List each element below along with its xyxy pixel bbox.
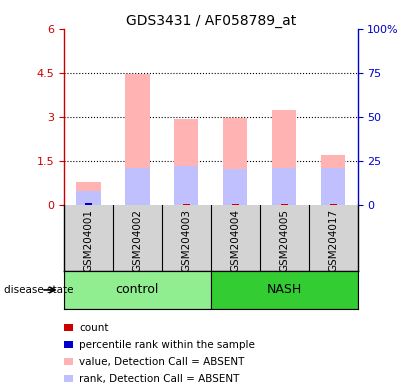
Bar xyxy=(272,110,296,205)
Text: disease state: disease state xyxy=(4,285,74,295)
Bar xyxy=(76,191,101,205)
Text: GSM204001: GSM204001 xyxy=(83,209,93,272)
Text: GSM204003: GSM204003 xyxy=(181,209,191,272)
Text: GSM204017: GSM204017 xyxy=(328,209,338,272)
Text: GSM204002: GSM204002 xyxy=(132,209,142,272)
Bar xyxy=(281,204,288,205)
Bar xyxy=(321,155,345,205)
Bar xyxy=(85,203,92,205)
Text: rank, Detection Call = ABSENT: rank, Detection Call = ABSENT xyxy=(79,374,239,384)
Bar xyxy=(223,118,247,205)
Text: count: count xyxy=(79,323,109,333)
Bar xyxy=(85,204,92,205)
Text: percentile rank within the sample: percentile rank within the sample xyxy=(79,340,255,350)
Bar xyxy=(321,168,345,205)
Bar xyxy=(125,168,150,205)
Text: NASH: NASH xyxy=(266,283,302,296)
Bar xyxy=(64,271,210,309)
Text: control: control xyxy=(115,283,159,296)
Bar xyxy=(76,182,101,205)
Text: GSM204004: GSM204004 xyxy=(230,209,240,272)
Bar xyxy=(232,204,238,205)
Bar xyxy=(183,204,189,205)
Text: value, Detection Call = ABSENT: value, Detection Call = ABSENT xyxy=(79,357,244,367)
Bar xyxy=(174,166,199,205)
Bar xyxy=(211,271,358,309)
Bar xyxy=(174,119,199,205)
Bar xyxy=(272,168,296,205)
Bar xyxy=(223,169,247,205)
Bar xyxy=(330,204,337,205)
Bar xyxy=(125,74,150,205)
Title: GDS3431 / AF058789_at: GDS3431 / AF058789_at xyxy=(125,14,296,28)
Text: GSM204005: GSM204005 xyxy=(279,209,289,272)
